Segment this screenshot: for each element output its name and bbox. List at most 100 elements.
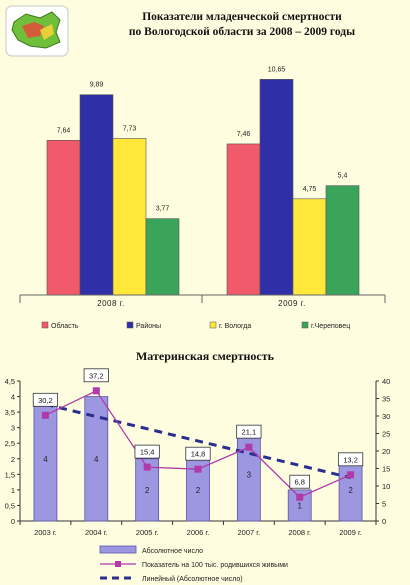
rate-value-label: 30,2 bbox=[38, 396, 53, 405]
rate-value-label: 15,4 bbox=[140, 448, 155, 457]
rate-value-label: 13,2 bbox=[343, 455, 358, 464]
legend-entry: Абсолютное число bbox=[142, 547, 203, 555]
x-tick-label: 2007 г. bbox=[238, 528, 261, 537]
left-tick-label: 2 bbox=[11, 455, 15, 464]
bar-value-label: 3,77 bbox=[156, 206, 170, 213]
rate-label-box bbox=[32, 392, 59, 407]
left-tick-label: 4 bbox=[11, 393, 15, 402]
left-tick-label: 0,5 bbox=[5, 501, 15, 510]
left-tick-label: 4,5 bbox=[5, 377, 15, 386]
bar-3-2 bbox=[292, 198, 327, 296]
bar-absolute-3 bbox=[135, 458, 160, 522]
rate-point-1 bbox=[41, 411, 49, 419]
rate-label-box bbox=[337, 452, 364, 467]
region-emblem-logo bbox=[5, 5, 69, 57]
legend-entry: г.Череповец bbox=[311, 323, 350, 330]
right-tick-label: 35 bbox=[382, 395, 390, 404]
left-tick-label: 3,5 bbox=[5, 408, 15, 417]
x-tick-label: 2004 г. bbox=[85, 528, 108, 537]
bar-absolute-2 bbox=[84, 396, 109, 522]
right-tick-label: 15 bbox=[382, 465, 390, 474]
page-title-line2: по Вологодской области за 2008 – 2009 го… bbox=[128, 26, 356, 38]
bar-value-label: 4 bbox=[43, 455, 48, 464]
x-tick-label: 2003 г. bbox=[34, 528, 57, 537]
bar-1-1 bbox=[46, 139, 81, 296]
bar-1-2 bbox=[226, 143, 261, 296]
legend-entry: Показатель на 100 тыс. родившихся живыми bbox=[142, 562, 288, 569]
rate-point-7 bbox=[347, 471, 355, 479]
rate-label-box bbox=[236, 424, 262, 439]
x-tick-label: 2009 г. bbox=[278, 299, 306, 308]
bar-value-label: 9,89 bbox=[90, 82, 104, 89]
right-tick-label: 10 bbox=[382, 482, 390, 491]
infant-mortality-bar-chart: 7,64 7,46 9,89 10,65 7,73 4,75 3,77 5,4 2008 г. 2… bbox=[19, 66, 386, 330]
bar-value-label: 2 bbox=[196, 486, 201, 495]
x-tick-label: 2009 г. bbox=[339, 528, 362, 537]
bar-value-label: 7,73 bbox=[123, 125, 137, 132]
right-tick-label: 40 bbox=[382, 377, 390, 386]
bar-value-label: 4,75 bbox=[303, 186, 317, 193]
legend-swatch-marker bbox=[115, 561, 121, 567]
left-tick-label: 3 bbox=[11, 424, 15, 433]
bar-absolute-5 bbox=[236, 427, 261, 522]
rate-value-label: 21,1 bbox=[242, 428, 257, 437]
right-tick-label: 30 bbox=[382, 412, 390, 421]
right-tick-label: 20 bbox=[382, 447, 390, 456]
bar-value-label: 4 bbox=[94, 455, 99, 464]
rate-label-box bbox=[83, 368, 109, 383]
rate-series-line bbox=[45, 389, 351, 498]
bar-4-1 bbox=[145, 218, 180, 296]
left-tick-label: 2,5 bbox=[5, 439, 15, 448]
bar-value-label: 10,65 bbox=[268, 66, 286, 73]
rate-point-5 bbox=[245, 443, 253, 451]
rate-value-label: 14,8 bbox=[191, 450, 206, 459]
rate-point-4 bbox=[194, 465, 202, 473]
legend-entry: Область bbox=[51, 322, 79, 330]
bar-value-label: 2 bbox=[145, 486, 150, 495]
x-tick-label: 2008 г. bbox=[288, 528, 311, 537]
legend-swatch-bars bbox=[99, 545, 137, 554]
left-tick-label: 1 bbox=[11, 486, 15, 495]
bar-absolute-1 bbox=[33, 396, 58, 522]
trendline-absolute bbox=[45, 402, 351, 480]
rate-point-2 bbox=[92, 387, 100, 395]
legend-entry: Районы bbox=[136, 322, 161, 330]
bar-value-label: 3 bbox=[247, 470, 252, 479]
bar-value-label: 5,4 bbox=[338, 173, 348, 180]
legend-swatch bbox=[126, 321, 134, 329]
bar-value-label: 2 bbox=[348, 486, 353, 495]
bar-3-1 bbox=[112, 138, 147, 296]
rate-point-3 bbox=[143, 463, 151, 471]
x-tick-label: 2008 г. bbox=[97, 299, 125, 308]
bar-2-1 bbox=[79, 94, 114, 296]
right-tick-label: 25 bbox=[382, 430, 390, 439]
bar-2-2 bbox=[259, 79, 294, 296]
bar-4-2 bbox=[325, 185, 360, 296]
bar-value-label: 1 bbox=[297, 501, 302, 510]
right-tick-label: 5 bbox=[382, 500, 386, 509]
bar-absolute-6 bbox=[287, 489, 312, 522]
legend-entry: г. Вологда bbox=[219, 323, 251, 330]
legend-swatch bbox=[209, 321, 217, 329]
left-tick-label: 1,5 bbox=[5, 470, 15, 479]
legend-swatch bbox=[301, 321, 309, 329]
bar-value-label: 7,46 bbox=[237, 131, 251, 138]
right-tick-label: 0 bbox=[382, 517, 386, 526]
rate-value-label: 37,2 bbox=[89, 371, 104, 380]
maternal-mortality-title: Материнская смертность bbox=[135, 349, 274, 363]
rate-label-box bbox=[134, 444, 160, 459]
x-tick-label: 2005 г. bbox=[136, 528, 159, 537]
x-tick-label: 2006 г. bbox=[187, 528, 210, 537]
bar-value-label: 7,64 bbox=[57, 127, 71, 134]
legend-swatch bbox=[41, 321, 49, 329]
page-title-line1: Показатели младенческой смертности bbox=[142, 11, 342, 23]
page-title: Показатели младенческой смертности по Во… bbox=[82, 10, 402, 40]
rate-label-box bbox=[185, 446, 211, 461]
bar-absolute-4 bbox=[186, 458, 210, 522]
rate-label-box bbox=[289, 474, 311, 489]
rate-point-6 bbox=[296, 493, 304, 501]
bar-absolute-7 bbox=[338, 458, 363, 522]
left-tick-label: 0 bbox=[11, 517, 15, 526]
legend-entry: Линейный (Абсолютное число) bbox=[142, 575, 243, 583]
rate-value-label: 6,8 bbox=[294, 478, 304, 487]
